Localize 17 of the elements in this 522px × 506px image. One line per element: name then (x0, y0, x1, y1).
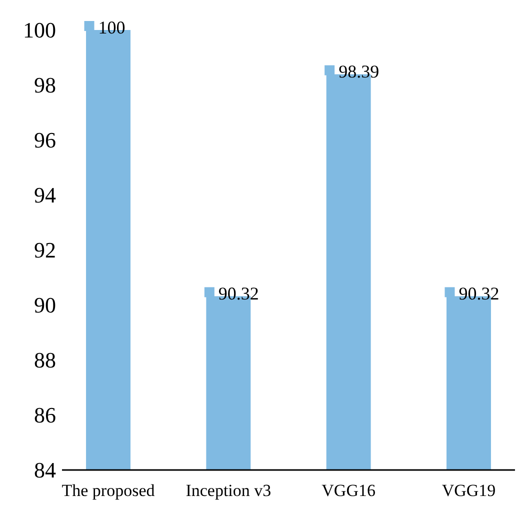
data-label: 100 (98, 17, 126, 38)
x-tick-label: VGG19 (442, 480, 496, 500)
y-tick-label: 88 (34, 348, 56, 373)
y-tick-label: 92 (34, 238, 56, 263)
x-tick-label: VGG16 (322, 480, 376, 500)
y-tick-label: 96 (34, 128, 56, 153)
y-tick-label: 86 (34, 402, 56, 428)
y-tick-label: 84 (34, 458, 56, 483)
y-tick-label: 100 (23, 18, 56, 43)
y-tick-label: 94 (34, 182, 56, 208)
y-tick-label: 90 (34, 292, 56, 318)
data-label: 90.32 (218, 284, 259, 304)
data-label: 98.39 (338, 62, 380, 82)
x-tick-label: Inception v3 (186, 480, 272, 500)
x-tick-label: The proposed (62, 480, 156, 500)
y-tick-label: 98 (34, 72, 56, 98)
data-label: 90.32 (458, 284, 500, 304)
